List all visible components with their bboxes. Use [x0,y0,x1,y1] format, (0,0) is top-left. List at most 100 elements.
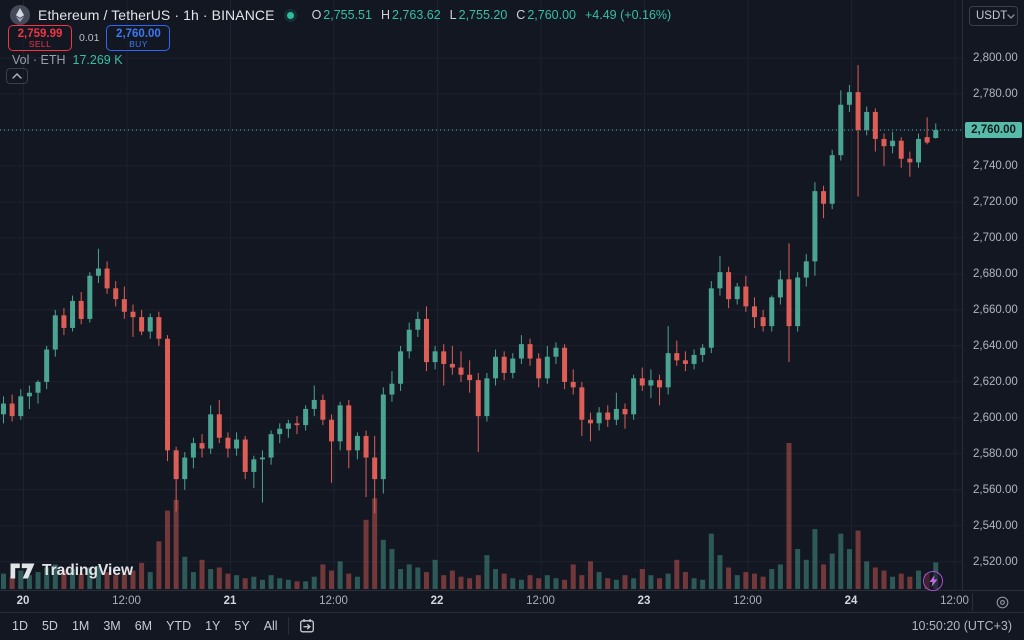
volume-bar [1,573,6,589]
price-tick-label: 2,580.00 [973,447,1018,460]
price-axis[interactable]: USDT 2,800.00 2,780.00 2,760.00 2,740.00 2,7… [962,0,1024,590]
price-tick-label: 2,780.00 [973,87,1018,100]
price-tick-label: 2,720.00 [973,195,1018,208]
volume-bar [182,556,188,589]
volume-bar [61,570,67,589]
candle-body [898,140,904,159]
bottom-toolbar: 1D 5D 1M 3M 6M YTD 1Y 5Y All 10:50:20 (UTC+3) [0,612,1024,639]
timezone-clock[interactable]: 10:50:20 (UTC+3) [911,619,1012,633]
volume-bar [890,576,896,589]
volume-bar [380,539,386,589]
candle-body [95,268,101,276]
lightning-icon[interactable] [923,571,943,591]
volume-bar [216,567,222,589]
low-value: 2,755.20 [458,8,508,22]
range-button-ytd[interactable]: YTD [166,619,192,633]
legend-collapse-button[interactable] [6,68,28,84]
volume-bar [726,567,732,589]
volume-bar [389,549,395,589]
symbol-legend: Ethereum / TetherUS · 1h · BINANCE O 2,75… [10,5,671,25]
volume-bar [587,561,593,589]
candle-body [760,317,766,327]
candle-body [104,268,110,289]
volume-bar [631,578,637,589]
candle-body [493,356,499,379]
candle-body [268,434,274,458]
scales-settings-icon[interactable] [994,594,1010,610]
candle-body [570,381,576,388]
volume-bar [622,575,628,589]
candle-body [225,437,231,449]
candlestick-chart-canvas[interactable] [0,0,962,590]
volume-bar [570,564,576,589]
candle-body [674,353,680,361]
candle-body [708,288,714,348]
go-to-date-button[interactable] [299,618,315,634]
volume-value: 17.269 K [72,53,123,67]
candle-body [9,403,15,417]
candle-body [251,459,257,472]
range-button-1d[interactable]: 1D [12,619,28,633]
volume-bar [734,575,740,589]
range-button-all[interactable]: All [263,619,278,633]
range-button-5y[interactable]: 5Y [234,619,250,633]
price-tick-label: 2,740.00 [973,159,1018,172]
range-button-1m[interactable]: 1M [71,619,90,633]
volume-bar [95,565,101,589]
chart-pane: Ethereum / TetherUS · 1h · BINANCE O 2,75… [0,0,962,591]
volume-bar [303,581,309,589]
volume-bar [35,572,41,589]
candle-body [872,111,878,139]
volume-bar [872,567,878,589]
candle-body [855,92,861,130]
volume-bar [708,533,714,589]
range-button-1y[interactable]: 1Y [205,619,221,633]
candle-body [173,450,179,480]
candle-body [449,363,455,368]
candle-body [406,329,412,352]
volume-bar [9,576,15,589]
candle-body [717,272,723,289]
volume-bar [596,572,602,589]
calendar-icon [299,618,315,634]
volume-bar [674,559,680,589]
symbol-title[interactable]: Ethereum / TetherUS · 1h · BINANCE [38,7,275,23]
candle-body [734,286,740,300]
price-tick-label: 2,600.00 [973,411,1018,424]
candle-body [657,380,663,388]
buy-button[interactable]: 2,760.00 BUY [106,25,171,51]
price-change: +4.49 (+0.16%) [585,8,672,22]
candle-body [52,315,58,350]
volume-bar [70,569,76,589]
market-open-dot-icon[interactable] [286,11,294,19]
volume-bar [907,576,913,589]
candle-body [61,315,67,328]
volume-bar [208,569,214,589]
volume-bar [838,533,844,589]
time-tick-label: 20 [16,595,30,607]
time-tick-label: 12:00 [526,595,555,607]
range-button-3m[interactable]: 3M [103,619,121,633]
candle-body [924,137,930,143]
sell-label: SELL [28,38,52,49]
sell-button[interactable]: 2,759.99 SELL [8,25,72,51]
candle-body [536,358,542,379]
candle-body [199,443,205,449]
volume-bar [829,553,835,589]
volume-bar [777,564,783,589]
open-label: O [311,8,322,22]
candle-body [475,380,481,417]
candle-body [803,261,809,278]
time-axis[interactable]: 20 12:00 21 12:00 22 12:00 23 12:00 24 12:00 [0,590,1024,613]
candle-body [277,428,283,435]
range-button-6m[interactable]: 6M [134,619,153,633]
candle-body [907,158,913,163]
range-button-5d[interactable]: 5D [41,619,58,633]
volume-bar [864,561,870,589]
candle-body [398,351,404,384]
volume-bar [406,564,412,589]
volume-bar [786,442,792,589]
candle-body [354,435,360,451]
candle-body [527,344,533,359]
currency-dropdown[interactable]: USDT [969,6,1018,26]
